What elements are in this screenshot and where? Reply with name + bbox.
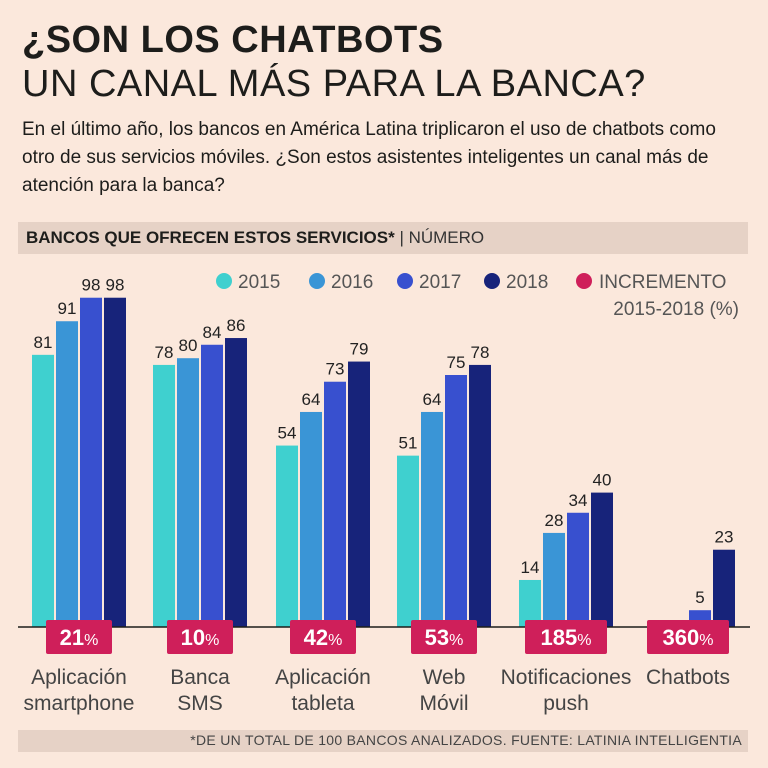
footer: *DE UN TOTAL DE 100 BANCOS ANALIZADOS. F… [18, 730, 748, 752]
bar-0-2016 [56, 321, 78, 627]
category-label-line2: smartphone [24, 692, 135, 715]
increment-badge [411, 620, 477, 654]
increment-badge [167, 620, 233, 654]
bar-value-label: 91 [58, 299, 77, 318]
category-label: Banca [170, 666, 230, 689]
bar-value-label: 98 [82, 276, 101, 295]
legend-marker-2018 [484, 273, 500, 289]
category-label-line2: SMS [177, 692, 223, 715]
bar-value-label: 84 [203, 323, 222, 342]
bar-value-label: 54 [278, 424, 297, 443]
bar-value-label: 51 [399, 434, 418, 453]
bar-value-label: 78 [155, 343, 174, 362]
bar-value-label: 73 [326, 360, 345, 379]
category-label: Web [423, 666, 466, 689]
bar-value-label: 64 [423, 390, 442, 409]
bar-value-label: 34 [569, 491, 588, 510]
bar-1-2015 [153, 364, 175, 627]
bar-value-label: 23 [715, 528, 734, 547]
section-title-text: BANCOS QUE OFRECEN ESTOS SERVICIOS* [26, 228, 395, 247]
legend-marker-increment [576, 273, 592, 289]
category-label: Chatbots [646, 666, 730, 689]
bar-2-2016 [300, 411, 322, 627]
bar-4-2015 [519, 579, 541, 627]
legend-label-2018: 2018 [506, 272, 548, 293]
bar-4-2018 [591, 492, 613, 627]
bar-1-2018 [225, 338, 247, 627]
bar-3-2016 [421, 411, 443, 627]
bar-value-label: 75 [447, 353, 466, 372]
increment-badge [647, 620, 729, 654]
legend-marker-2016 [309, 273, 325, 289]
bar-value-label: 78 [471, 343, 490, 362]
bar-2-2015 [276, 445, 298, 627]
category-label: Notificaciones [501, 666, 632, 689]
bar-3-2015 [397, 455, 419, 627]
increment-value: 185% [541, 625, 592, 650]
page-subtitle: En el último año, los bancos en América … [22, 119, 716, 196]
page-title-line2: UN CANAL MÁS PARA LA BANCA? [22, 63, 646, 105]
legend-label-increment-period: 2015-2018 (%) [613, 299, 739, 320]
bar-4-2016 [543, 532, 565, 627]
bar-value-label: 81 [34, 333, 53, 352]
bar-value-label: 98 [106, 276, 125, 295]
bar-value-label: 5 [695, 588, 704, 607]
bar-value-label: 14 [521, 558, 540, 577]
increment-value: 42% [304, 625, 343, 650]
legend-label-2016: 2016 [331, 272, 373, 293]
legend-marker-2015 [216, 273, 232, 289]
bar-4-2017 [567, 512, 589, 627]
bar-2-2017 [324, 381, 346, 627]
increment-value: 21% [60, 625, 99, 650]
increment-badge [290, 620, 356, 654]
bar-value-label: 79 [350, 340, 369, 359]
bar-5-2018 [713, 549, 735, 627]
category-label-line2: tableta [291, 692, 354, 715]
legend-label-2017: 2017 [419, 272, 461, 293]
bar-3-2018 [469, 364, 491, 627]
increment-badge [525, 620, 607, 654]
section-title: BANCOS QUE OFRECEN ESTOS SERVICIOS* | NÚ… [26, 228, 484, 248]
increment-value: 53% [425, 625, 464, 650]
bar-value-label: 80 [179, 336, 198, 355]
bar-value-label: 28 [545, 511, 564, 530]
category-label: Aplicación [275, 666, 371, 689]
page-title: ¿SON LOS CHATBOTS [22, 19, 444, 61]
bar-2-2018 [348, 361, 370, 627]
increment-value: 10% [181, 625, 220, 650]
category-label: Aplicación [31, 666, 127, 689]
section-header: BANCOS QUE OFRECEN ESTOS SERVICIOS* | NÚ… [18, 222, 748, 254]
legend-label-2015: 2015 [238, 272, 280, 293]
footer-note: *DE UN TOTAL DE 100 BANCOS ANALIZADOS. F… [190, 732, 742, 748]
bar-0-2015 [32, 354, 54, 627]
section-unit: | NÚMERO [394, 228, 485, 247]
bar-3-2017 [445, 375, 467, 627]
bar-0-2017 [80, 297, 102, 627]
bar-value-label: 64 [302, 390, 321, 409]
legend-marker-2017 [397, 273, 413, 289]
increment-badge [46, 620, 112, 654]
category-label-line2: Móvil [419, 692, 468, 715]
bar-value-label: 40 [593, 471, 612, 490]
bar-1-2017 [201, 344, 223, 627]
bar-value-label: 86 [227, 316, 246, 335]
increment-value: 360% [663, 625, 714, 650]
bar-0-2018 [104, 297, 126, 627]
category-label-line2: push [543, 692, 589, 715]
bar-1-2016 [177, 358, 199, 627]
legend-label-increment: INCREMENTO [599, 272, 726, 293]
